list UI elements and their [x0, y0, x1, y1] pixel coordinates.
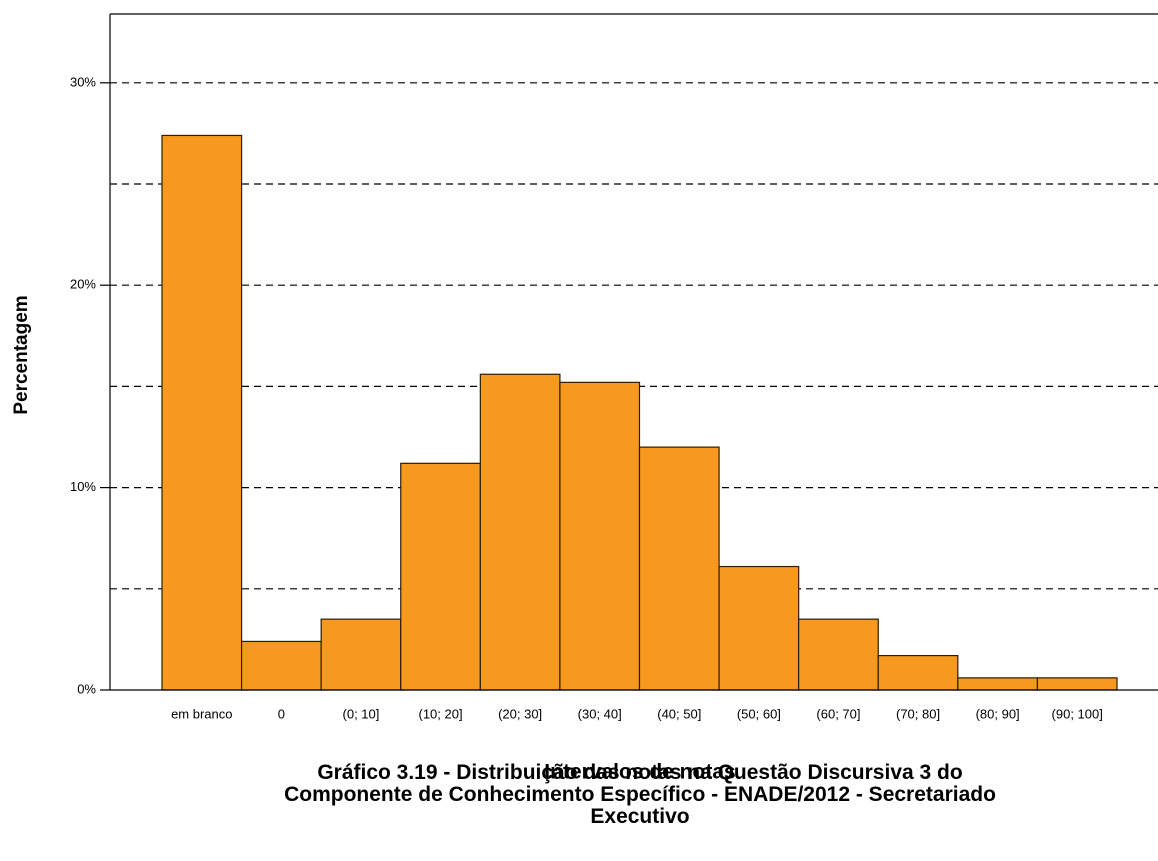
y-tick-label: 10% [70, 479, 96, 494]
bar [240, 640, 322, 691]
x-tick-label: (10; 20] [418, 706, 462, 721]
bar [320, 618, 402, 691]
x-tick-label: 0 [278, 706, 285, 721]
x-tick-label: (50; 60] [737, 706, 781, 721]
x-tick-label: (30; 40] [578, 706, 622, 721]
x-axis-label: Intervalos de notas [544, 761, 735, 784]
x-tick-label: em branco [171, 706, 232, 721]
bar [957, 677, 1039, 691]
x-tick-label: (60; 70] [816, 706, 860, 721]
bar [161, 134, 243, 691]
x-tick-label: (70; 80] [896, 706, 940, 721]
y-tick-label: 0% [77, 681, 96, 696]
bar [798, 618, 879, 691]
x-tick-label: (90; 100] [1052, 706, 1103, 721]
x-tick-label: (80; 90] [976, 706, 1020, 721]
caption: Gráfico 3.19 - Distribuição das notas na… [284, 761, 996, 828]
bar [1036, 677, 1118, 691]
bar [559, 381, 641, 691]
bar [877, 654, 959, 691]
bar [638, 446, 720, 691]
x-tick-label: (40; 50] [657, 706, 701, 721]
y-tick-label: 20% [70, 277, 96, 292]
bar [718, 565, 800, 691]
y-axis-label: Percentagem [11, 295, 32, 414]
x-tick-label: (20; 30] [498, 706, 542, 721]
x-tick-label: (0; 10] [343, 706, 380, 721]
bar [479, 373, 561, 691]
bar [400, 462, 481, 691]
y-tick-label: 30% [70, 74, 96, 89]
